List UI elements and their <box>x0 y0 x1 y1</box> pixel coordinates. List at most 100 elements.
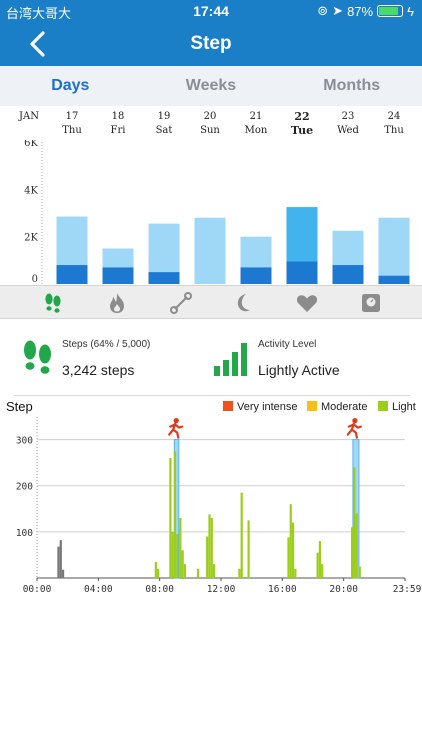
day-column-18[interactable]: 18 Fri <box>110 111 126 136</box>
charging-icon: ϟ <box>407 3 414 19</box>
status-right: ⊚ ➤ 87% ϟ <box>317 3 414 19</box>
week-day-header: JAN 17 Thu 18 Fri 19 Sat 20 Sun 21 Mon 22 Tue … <box>0 110 422 142</box>
daily-bar-inactive <box>59 540 62 578</box>
daily-bar-light <box>183 564 187 578</box>
daily-bar-light <box>196 568 200 578</box>
daily-bar-light <box>171 531 174 578</box>
daily-bar-light <box>179 518 182 578</box>
section-divider <box>14 395 410 396</box>
day-column-21[interactable]: 21 Mon <box>244 111 268 136</box>
daily-bar-light <box>169 458 172 578</box>
daily-summary: Steps (64% / 5,000) 3,242 steps Activity… <box>0 332 422 392</box>
daily-bar-light <box>294 568 297 578</box>
runner-body <box>168 422 184 439</box>
daily-steps-chart[interactable]: Step Very intense Moderate Light 100 200 300 00… <box>0 397 422 607</box>
daily-bar-inactive <box>57 546 60 578</box>
week-bar-active-21-mon <box>240 267 272 284</box>
activity-level-value: Lightly Active <box>258 362 340 378</box>
daily-x-tick-label: 20:00 <box>329 584 358 595</box>
daily-bar-light <box>355 513 358 578</box>
daily-y-tick-label: 300 <box>16 436 33 447</box>
back-button[interactable] <box>26 30 50 58</box>
scale-icon[interactable] <box>358 290 384 316</box>
day-column-24[interactable]: 24 Thu <box>384 111 404 136</box>
week-bar-active-18-fri <box>102 267 134 284</box>
day-column-23[interactable]: 23 Wed <box>337 111 359 136</box>
daily-chart-title: Step <box>6 399 33 414</box>
battery-icon <box>377 5 404 17</box>
day-column-19[interactable]: 19 Sat <box>155 111 173 136</box>
daily-bar-light <box>176 534 179 578</box>
daily-y-tick-label: 200 <box>16 482 33 493</box>
daily-bar-light <box>291 522 295 578</box>
daily-bar-light <box>316 552 319 578</box>
battery-percent: 87% <box>347 3 374 19</box>
week-y-tick-label: 6K <box>24 140 38 149</box>
steps-count-value: 3,242 steps <box>62 362 135 378</box>
daily-x-tick-label: 04:00 <box>84 584 113 595</box>
top-bar: 台湾大哥大 17:44 ⊚ ➤ 87% ϟ Step <box>0 0 422 66</box>
runner-body <box>346 422 362 439</box>
week-y-tick-label: 4K <box>24 185 38 196</box>
metric-icon-bar <box>0 285 422 319</box>
week-bar-active-17-thu <box>56 265 88 284</box>
daily-bar-light <box>289 504 292 578</box>
legend-label-light: Light <box>392 401 416 413</box>
day-column-20[interactable]: 20 Sun <box>200 111 220 136</box>
legend-swatch-moderate <box>307 401 317 411</box>
weekly-steps-chart[interactable]: 0 2K 4K 6K <box>0 140 422 286</box>
daily-bar-light <box>208 514 211 578</box>
day-column-22-selected[interactable]: 22 Tue <box>290 110 314 137</box>
calories-icon[interactable] <box>104 290 130 316</box>
activity-level-label: Activity Level <box>258 339 317 350</box>
daily-bar-light <box>173 451 177 578</box>
week-bar-total-24-thu <box>378 217 410 284</box>
week-bar-active-22-tue <box>286 261 318 284</box>
daily-x-tick-label: 16:00 <box>268 584 297 595</box>
daily-bar-light <box>358 566 361 578</box>
page-title: Step <box>190 33 232 54</box>
steps-icon[interactable] <box>40 290 66 316</box>
legend-label-moderate: Moderate <box>321 401 367 413</box>
daily-bar-inactive <box>61 569 65 578</box>
daily-bar-light <box>206 536 209 578</box>
daily-bar-light <box>247 520 250 578</box>
steps-goal-label: Steps (64% / 5,000) <box>62 339 151 350</box>
week-bar-total-20-sun <box>194 217 226 284</box>
runner-head <box>173 418 179 424</box>
heart-icon[interactable] <box>294 290 320 316</box>
running-person-icon <box>346 418 362 439</box>
daily-bar-light <box>287 537 290 578</box>
daily-x-tick-label: 00:00 <box>23 584 52 595</box>
daily-bar-light <box>154 561 157 578</box>
steps-footprints-icon <box>24 340 51 374</box>
daily-bar-light <box>157 568 160 578</box>
daily-bar-light <box>238 568 241 578</box>
distance-icon[interactable] <box>168 290 194 316</box>
tab-days[interactable]: Days <box>51 77 90 94</box>
daily-bar-light <box>210 518 213 578</box>
daily-x-tick-label: 23:59 <box>393 584 422 595</box>
runner-head <box>352 418 358 424</box>
week-bar-active-23-wed <box>332 265 364 284</box>
period-tabs: Days Weeks Months <box>0 66 422 106</box>
daily-bar-light <box>351 527 354 578</box>
activity-level-icon <box>214 343 247 376</box>
daily-x-tick-label: 12:00 <box>207 584 236 595</box>
carrier-name: 台湾大哥大 <box>6 6 72 21</box>
daily-bar-light <box>321 564 324 578</box>
week-bar-active-24-thu <box>378 275 410 284</box>
week-bar-active-19-sat <box>148 272 180 284</box>
tab-weeks[interactable]: Weeks <box>185 77 237 94</box>
daily-x-tick-label: 08:00 <box>145 584 174 595</box>
location-icon: ➤ <box>332 3 344 18</box>
running-person-icon <box>168 418 184 439</box>
daily-bar-light <box>318 541 321 578</box>
legend-label-very-intense: Very intense <box>237 401 298 413</box>
status-time: 17:44 <box>193 3 229 19</box>
sleep-icon[interactable] <box>231 290 257 316</box>
daily-bar-light <box>181 550 184 578</box>
daily-bar-light <box>240 492 243 578</box>
day-column-17[interactable]: 17 Thu <box>62 111 82 136</box>
tab-months[interactable]: Months <box>323 77 381 94</box>
